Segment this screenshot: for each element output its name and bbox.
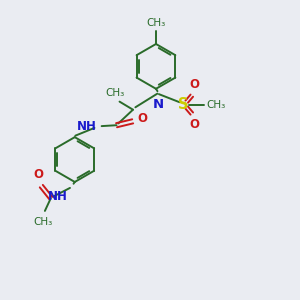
Text: O: O bbox=[137, 112, 148, 124]
Text: S: S bbox=[178, 97, 189, 112]
Text: CH₃: CH₃ bbox=[207, 100, 226, 110]
Text: O: O bbox=[190, 118, 200, 131]
Text: CH₃: CH₃ bbox=[34, 218, 53, 227]
Text: NH: NH bbox=[77, 120, 97, 133]
Text: N: N bbox=[152, 98, 164, 111]
Text: CH₃: CH₃ bbox=[146, 19, 166, 28]
Text: O: O bbox=[33, 168, 43, 181]
Text: O: O bbox=[190, 78, 200, 91]
Text: CH₃: CH₃ bbox=[105, 88, 125, 98]
Text: NH: NH bbox=[48, 190, 68, 203]
